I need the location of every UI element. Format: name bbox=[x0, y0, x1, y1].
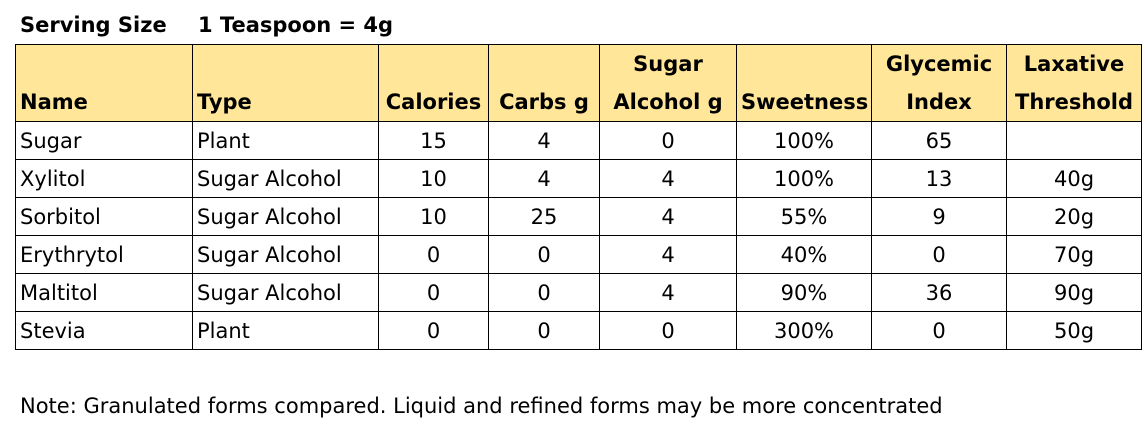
table-row: Erythrytol Sugar Alcohol 0 0 4 40% 0 70g bbox=[15, 235, 1142, 274]
cell-laxative-threshold bbox=[1006, 121, 1142, 160]
table-row: Stevia Plant 0 0 0 300% 0 50g bbox=[15, 311, 1142, 350]
cell-glycemic-index: 9 bbox=[871, 197, 1007, 236]
cell-type: Sugar Alcohol bbox=[192, 159, 379, 198]
cell-sugar-alcohol: 0 bbox=[599, 311, 737, 350]
cell-sugar-alcohol: 0 bbox=[599, 121, 737, 160]
cell-name: Sorbitol bbox=[15, 197, 193, 236]
cell-sugar-alcohol: 4 bbox=[599, 197, 737, 236]
header-type: Type bbox=[192, 44, 379, 122]
cell-type: Plant bbox=[192, 311, 379, 350]
cell-type: Sugar Alcohol bbox=[192, 273, 379, 312]
cell-laxative-threshold: 90g bbox=[1006, 273, 1142, 312]
cell-glycemic-index: 0 bbox=[871, 311, 1007, 350]
cell-carbs: 0 bbox=[488, 311, 600, 350]
cell-name: Maltitol bbox=[15, 273, 193, 312]
cell-sweetness: 100% bbox=[736, 159, 872, 198]
cell-calories: 10 bbox=[378, 159, 489, 198]
cell-laxative-threshold: 40g bbox=[1006, 159, 1142, 198]
table-row: Sorbitol Sugar Alcohol 10 25 4 55% 9 20g bbox=[15, 197, 1142, 236]
cell-glycemic-index: 65 bbox=[871, 121, 1007, 160]
cell-calories: 0 bbox=[378, 235, 489, 274]
cell-sweetness: 300% bbox=[736, 311, 872, 350]
cell-laxative-threshold: 50g bbox=[1006, 311, 1142, 350]
cell-glycemic-index: 36 bbox=[871, 273, 1007, 312]
cell-name: Stevia bbox=[15, 311, 193, 350]
cell-laxative-threshold: 70g bbox=[1006, 235, 1142, 274]
cell-carbs: 4 bbox=[488, 121, 600, 160]
cell-calories: 0 bbox=[378, 273, 489, 312]
cell-type: Sugar Alcohol bbox=[192, 235, 379, 274]
header-calories: Calories bbox=[378, 44, 489, 122]
cell-carbs: 0 bbox=[488, 235, 600, 274]
sweetener-comparison-table: Name Type Calories Carbs g Sugar Alcohol … bbox=[15, 44, 1142, 350]
cell-sugar-alcohol: 4 bbox=[599, 273, 737, 312]
cell-glycemic-index: 13 bbox=[871, 159, 1007, 198]
cell-laxative-threshold: 20g bbox=[1006, 197, 1142, 236]
cell-name: Sugar bbox=[15, 121, 193, 160]
cell-calories: 10 bbox=[378, 197, 489, 236]
table-row: Xylitol Sugar Alcohol 10 4 4 100% 13 40g bbox=[15, 159, 1142, 198]
serving-size-label: Serving Size bbox=[20, 13, 167, 37]
cell-sugar-alcohol: 4 bbox=[599, 159, 737, 198]
table-header-row: Name Type Calories Carbs g Sugar Alcohol … bbox=[15, 44, 1142, 122]
cell-calories: 15 bbox=[378, 121, 489, 160]
header-sugar-alcohol: Sugar Alcohol g bbox=[599, 44, 737, 122]
cell-glycemic-index: 0 bbox=[871, 235, 1007, 274]
cell-carbs: 4 bbox=[488, 159, 600, 198]
cell-name: Erythrytol bbox=[15, 235, 193, 274]
cell-sweetness: 55% bbox=[736, 197, 872, 236]
cell-sweetness: 40% bbox=[736, 235, 872, 274]
table-row: Maltitol Sugar Alcohol 0 0 4 90% 36 90g bbox=[15, 273, 1142, 312]
serving-size-value: 1 Teaspoon = 4g bbox=[198, 13, 394, 37]
header-laxative-threshold: Laxative Threshold bbox=[1006, 44, 1142, 122]
cell-calories: 0 bbox=[378, 311, 489, 350]
cell-sweetness: 90% bbox=[736, 273, 872, 312]
table-row: Sugar Plant 15 4 0 100% 65 bbox=[15, 121, 1142, 160]
header-glycemic-index: Glycemic Index bbox=[871, 44, 1007, 122]
cell-carbs: 25 bbox=[488, 197, 600, 236]
cell-type: Sugar Alcohol bbox=[192, 197, 379, 236]
cell-sweetness: 100% bbox=[736, 121, 872, 160]
footnote: Note: Granulated forms compared. Liquid … bbox=[20, 394, 943, 418]
serving-size-line: Serving Size 1 Teaspoon = 4g bbox=[20, 8, 393, 42]
cell-type: Plant bbox=[192, 121, 379, 160]
cell-name: Xylitol bbox=[15, 159, 193, 198]
cell-carbs: 0 bbox=[488, 273, 600, 312]
header-name: Name bbox=[15, 44, 193, 122]
header-carbs: Carbs g bbox=[488, 44, 600, 122]
header-sweetness: Sweetness bbox=[736, 44, 872, 122]
cell-sugar-alcohol: 4 bbox=[599, 235, 737, 274]
